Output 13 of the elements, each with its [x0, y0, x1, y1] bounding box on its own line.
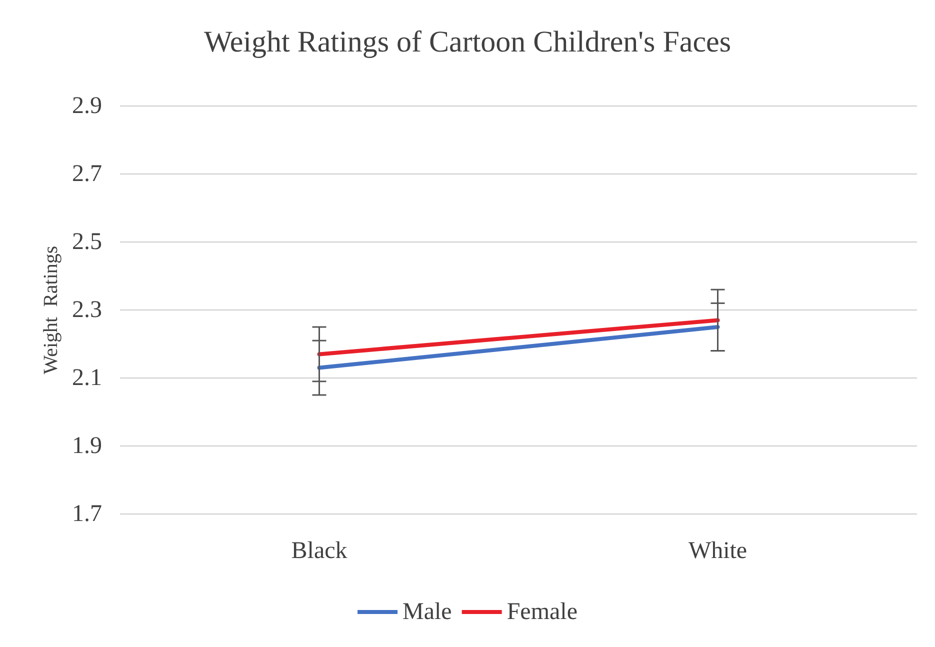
y-tick-label: 2.1 [72, 365, 102, 391]
chart-title: Weight Ratings of Cartoon Children's Faces [204, 26, 732, 58]
y-tick-label: 2.7 [72, 161, 102, 187]
y-tick-label: 1.9 [72, 433, 102, 459]
legend-label: Male [402, 599, 452, 625]
y-tick-label: 1.7 [72, 501, 102, 527]
x-tick-label: Black [291, 538, 348, 564]
legend-label: Female [506, 599, 578, 625]
y-tick-label: 2.9 [72, 93, 102, 119]
y-tick-label: 2.3 [72, 297, 102, 323]
x-tick-label: White [688, 538, 748, 564]
y-tick-label: 2.5 [72, 229, 102, 255]
y-axis-title: Weight Ratings [40, 246, 62, 374]
